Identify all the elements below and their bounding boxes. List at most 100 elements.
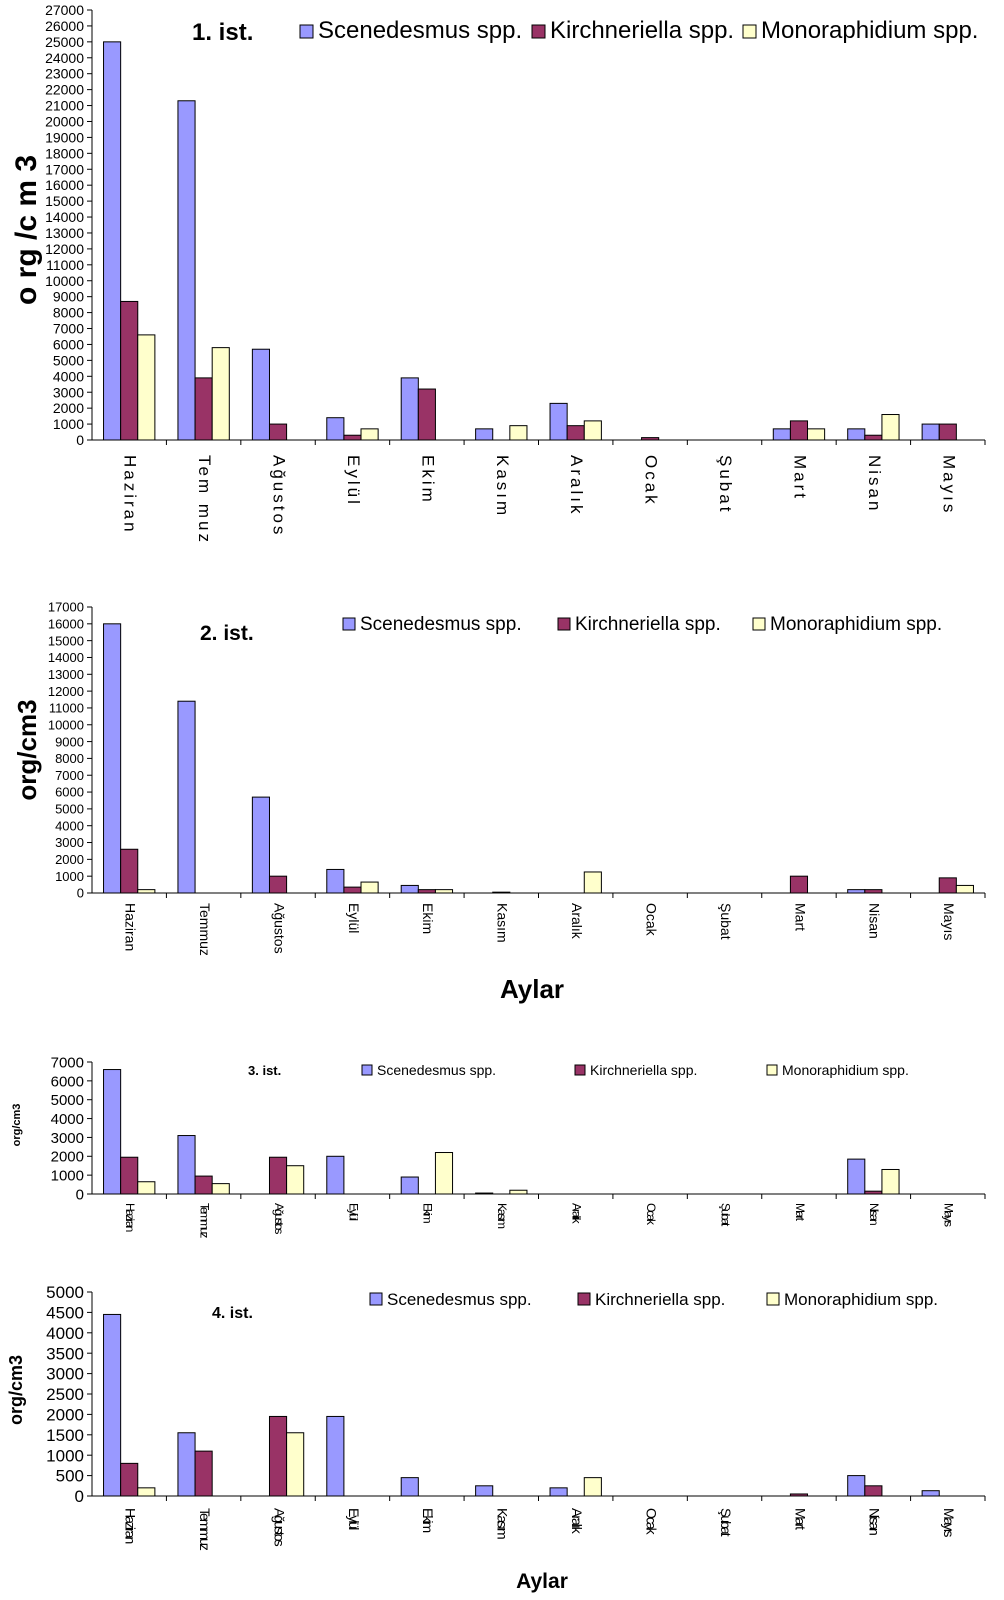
bar-monoraphidium — [881, 414, 900, 441]
y-tick-label: 4000 — [53, 368, 84, 384]
x-tick-label: Şubat — [716, 455, 735, 514]
y-tick-label: 11000 — [46, 257, 84, 273]
y-tick-label: 7000 — [51, 1054, 84, 1071]
y-tick-label: 3000 — [51, 1130, 84, 1147]
legend-label: Scenedesmus spp. — [360, 614, 522, 635]
bar-kirchneriella — [120, 1462, 139, 1497]
bar-kirchneriella — [938, 423, 957, 441]
x-tick-label: Mayıs — [939, 455, 958, 515]
x-tick-label: Kasım — [495, 1203, 509, 1229]
legend-label: Scenedesmus spp. — [387, 1290, 532, 1309]
bar-monoraphidium — [583, 1477, 602, 1497]
bar-kirchneriella — [864, 889, 883, 894]
bar-monoraphidium — [509, 1189, 528, 1195]
y-tick-label: 8000 — [55, 751, 84, 766]
bar-scenedesmus — [847, 889, 866, 894]
chart-title: 1. ist. — [192, 19, 253, 46]
y-tick-label: 17000 — [45, 161, 84, 177]
y-tick-label: 7000 — [53, 321, 84, 337]
x-tick-label: Kasım — [493, 455, 512, 518]
bar-kirchneriella — [343, 886, 362, 894]
legend-label: Kirchneriella spp. — [550, 17, 734, 44]
x-tick-label: Ekim — [421, 1203, 435, 1224]
bar-kirchneriella — [120, 1156, 139, 1195]
bar-scenedesmus — [103, 623, 122, 894]
y-tick-label: 0 — [76, 432, 84, 448]
bar-scenedesmus — [400, 884, 419, 894]
x-tick-label: Kasım — [495, 903, 511, 943]
x-tick-label: Tem muz — [195, 455, 214, 545]
bar-kirchneriella — [120, 848, 139, 894]
y-tick-label: 1000 — [51, 1168, 84, 1185]
y-tick-label: 22000 — [45, 82, 84, 98]
bar-scenedesmus — [400, 377, 419, 441]
y-tick-label: 12000 — [48, 684, 84, 699]
x-tick-label: Haziran — [123, 1203, 137, 1232]
bar-kirchneriella — [268, 423, 288, 441]
y-tick-label: 3000 — [53, 384, 84, 400]
x-tick-label: Şubat — [718, 1508, 734, 1537]
bar-monoraphidium — [211, 1183, 230, 1195]
bar-monoraphidium — [360, 881, 379, 894]
bar-kirchneriella — [864, 1190, 883, 1195]
bar-monoraphidium — [137, 889, 156, 894]
x-tick-label: Ağustos — [270, 455, 289, 537]
bar-scenedesmus — [921, 423, 940, 441]
bar-scenedesmus — [177, 700, 196, 894]
bar-kirchneriella — [194, 1175, 213, 1195]
x-tick-label: Mayıs — [941, 1508, 957, 1537]
y-tick-label: 4500 — [46, 1304, 84, 1323]
legend-swatch — [766, 1064, 778, 1076]
bar-kirchneriella — [492, 891, 511, 894]
bar-scenedesmus — [251, 796, 270, 894]
legend-label: Kirchneriella spp. — [595, 1290, 725, 1309]
bar-scenedesmus — [326, 1415, 345, 1497]
y-tick-label: 21000 — [45, 98, 84, 114]
bar-scenedesmus — [400, 1477, 419, 1497]
y-tick-label: 12000 — [45, 241, 84, 257]
y-axis-title: o rg /c m 3 — [10, 155, 43, 305]
bar-kirchneriella — [268, 875, 288, 894]
x-tick-label: Aralık — [570, 1203, 584, 1225]
x-tick-label: Eylül — [346, 903, 362, 933]
y-tick-label: 1000 — [53, 416, 84, 432]
x-tick-label: Ağustos — [272, 1203, 286, 1234]
y-tick-label: 2000 — [46, 1406, 84, 1425]
bar-kirchneriella — [343, 434, 362, 441]
bar-monoraphidium — [583, 871, 602, 894]
legend-label: Kirchneriella spp. — [575, 614, 721, 635]
x-tick-label: Temmuz — [197, 903, 213, 956]
y-tick-label: 16000 — [45, 177, 84, 193]
y-tick-label: 2000 — [53, 400, 84, 416]
y-tick-label: 5000 — [46, 1283, 84, 1302]
y-tick-label: 13000 — [48, 667, 84, 682]
x-tick-label: Haziran — [121, 455, 140, 535]
x-axis-title: Aylar — [516, 1570, 568, 1593]
bar-kirchneriella — [268, 1156, 288, 1195]
bar-monoraphidium — [881, 1168, 900, 1195]
bar-scenedesmus — [103, 1313, 122, 1497]
legend-label: Scenedesmus spp. — [377, 1062, 496, 1078]
legend-swatch — [577, 1292, 591, 1306]
bar-monoraphidium — [286, 1165, 305, 1195]
x-tick-label: Aralık — [569, 1508, 585, 1535]
bar-scenedesmus — [549, 402, 568, 441]
bar-scenedesmus — [251, 348, 270, 441]
chart-title: 3. ist. — [248, 1063, 281, 1078]
y-tick-label: 9000 — [55, 734, 84, 749]
y-tick-label: 19000 — [45, 129, 84, 145]
bar-kirchneriella — [566, 425, 585, 441]
y-tick-label: 3500 — [46, 1344, 84, 1363]
bar-kirchneriella — [268, 1415, 288, 1497]
x-tick-label: Şubat — [718, 903, 734, 940]
y-tick-label: 8000 — [53, 305, 84, 321]
x-tick-label: Eylül — [346, 1508, 362, 1530]
y-tick-label: 14000 — [48, 650, 84, 665]
bar-monoraphidium — [807, 428, 826, 441]
y-tick-label: 0 — [77, 886, 84, 901]
y-tick-label: 17000 — [48, 600, 84, 615]
x-tick-label: Temmuz — [197, 1508, 213, 1551]
